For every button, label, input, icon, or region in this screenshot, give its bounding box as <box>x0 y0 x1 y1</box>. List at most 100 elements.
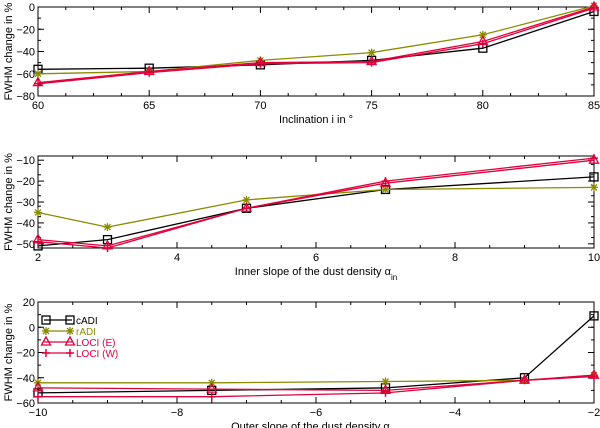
data-point-loci-e-shape <box>32 381 44 392</box>
x-tick-label: 70 <box>254 100 266 112</box>
data-point-loci-w-shape <box>590 4 598 13</box>
legend-label-loci-e: LOCI (E) <box>76 338 115 349</box>
legend-marker-loci-w <box>66 349 74 357</box>
x-tick-label: 4 <box>174 252 180 264</box>
data-point-loci-w <box>34 79 42 88</box>
x-tick-label: −8 <box>171 407 184 419</box>
data-point-cadi <box>102 234 113 245</box>
y-tick-label: −20 <box>16 176 35 188</box>
data-point-loci-w-shape <box>381 388 390 397</box>
x-tick-label: 10 <box>588 252 600 264</box>
data-point-loci-w <box>242 204 251 213</box>
x-tick-label: 75 <box>365 100 377 112</box>
y-tick-label: 0 <box>29 2 35 14</box>
data-point-radi <box>242 195 251 204</box>
x-tick-label: 60 <box>32 100 44 112</box>
data-point-loci-w <box>590 372 598 381</box>
legend-marker-loci-e <box>64 335 76 346</box>
y-tick-label: −20 <box>16 24 35 36</box>
panel-3: −10 −8 −6 −4 −2 −60 −40 −20 0 20 Outer slope of th… <box>3 297 600 428</box>
y-tick-label: −30 <box>16 197 35 209</box>
data-point-radi <box>478 30 487 39</box>
data-point-loci-w <box>103 244 112 252</box>
x-tick-label: 2 <box>35 252 41 264</box>
data-point-radi <box>34 69 42 78</box>
data-point-cadi-shape <box>589 172 599 182</box>
data-point-loci-w-shape <box>256 59 265 68</box>
x-axis-label: Outer slope of the dust density αout <box>231 421 402 428</box>
legend-label-cadi: cADI <box>76 316 98 327</box>
data-point-loci-e <box>588 153 600 164</box>
plot-frame <box>37 6 595 97</box>
y-axis-label: FWHM change in % <box>3 303 15 401</box>
data-point-loci-w <box>207 392 216 401</box>
data-point-radi <box>381 377 390 386</box>
data-point-loci-w <box>145 68 154 77</box>
data-point-radi <box>590 183 598 192</box>
data-point-loci-w-shape <box>34 237 42 246</box>
y-tick-label: −60 <box>16 398 35 410</box>
data-point-loci-e-shape <box>206 382 218 393</box>
legend-marker-radi-shape <box>42 327 50 335</box>
data-point-radi-shape <box>34 208 42 217</box>
legend-marker-loci-w-shape <box>66 349 74 357</box>
y-tick-label: −80 <box>16 91 35 103</box>
legend-marker-radi <box>66 327 74 335</box>
series-line-cadi <box>37 315 595 394</box>
data-point-cadi-shape <box>589 311 599 321</box>
y-tick-label: −40 <box>16 373 35 385</box>
data-point-loci-e-shape <box>588 153 600 164</box>
data-point-radi-shape <box>590 183 598 192</box>
legend-label-loci-w: LOCI (W) <box>76 349 118 360</box>
data-point-loci-w-shape <box>520 376 529 385</box>
data-point-loci-w-shape <box>590 372 598 381</box>
x-tick-label: 6 <box>313 252 319 264</box>
legend-marker-loci-w <box>42 349 50 357</box>
x-tick-label: −4 <box>449 407 462 419</box>
y-tick-label: −20 <box>16 348 35 360</box>
data-point-radi-shape <box>381 377 390 386</box>
data-point-loci-w-shape <box>207 392 216 401</box>
data-point-loci-w <box>256 59 265 68</box>
data-point-loci-w <box>590 154 598 163</box>
panel-1: 60 65 70 75 80 85 −80 −60 −40 −20 0 Inclination i i… <box>3 0 600 126</box>
data-point-loci-w <box>520 376 529 385</box>
series-line-loci-w <box>38 375 595 398</box>
data-point-radi-shape <box>242 195 251 204</box>
legend-marker-loci-e-shape <box>40 335 52 346</box>
data-point-cadi <box>589 311 599 321</box>
data-point-loci-w <box>34 237 42 246</box>
y-tick-label: −60 <box>16 69 35 81</box>
data-point-loci-w <box>590 4 598 13</box>
data-point-radi-shape <box>478 30 487 39</box>
data-point-loci-w <box>381 388 390 397</box>
y-axis-label: FWHM change in % <box>3 2 15 100</box>
legend-marker-cadi <box>65 315 75 325</box>
x-axis-label: Inclination i in ° <box>279 114 353 126</box>
y-tick-label: −40 <box>16 47 35 59</box>
data-point-loci-w-shape <box>381 177 390 186</box>
data-point-loci-w-shape <box>145 68 154 77</box>
data-point-loci-w-shape <box>367 58 376 67</box>
data-point-radi-shape <box>381 185 390 194</box>
data-point-loci-w <box>478 39 487 48</box>
data-point-radi <box>381 185 390 194</box>
y-tick-label: 20 <box>23 297 35 309</box>
data-point-radi-shape <box>103 223 112 232</box>
panel-2: 2 4 6 8 10 −50 −40 −30 −20 −10 Inner slope of the … <box>3 153 600 282</box>
data-point-loci-w-shape <box>34 79 42 88</box>
y-axis-label: FWHM change in % <box>3 153 15 251</box>
data-point-radi <box>103 223 112 232</box>
data-point-radi <box>34 208 42 217</box>
series-line-radi <box>37 186 595 228</box>
series-line-loci-w <box>37 7 595 85</box>
data-point-radi-shape <box>34 69 42 78</box>
data-point-loci-w <box>34 392 42 401</box>
y-tick-label: −10 <box>16 155 35 167</box>
y-tick-label: 0 <box>29 322 35 334</box>
data-point-loci-w-shape <box>242 204 251 213</box>
x-axis-label-subscript: in <box>391 273 397 282</box>
series-line-loci-w <box>37 157 595 249</box>
series-line-cadi <box>37 10 595 70</box>
legend-marker-radi <box>42 327 50 335</box>
